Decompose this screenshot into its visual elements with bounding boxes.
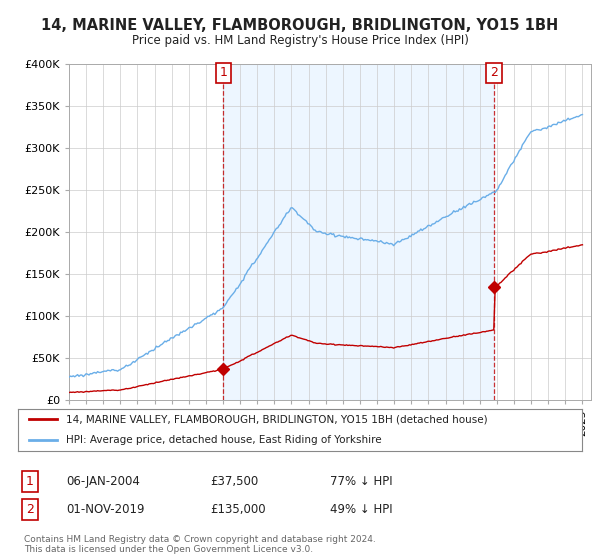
Text: Contains HM Land Registry data © Crown copyright and database right 2024.
This d: Contains HM Land Registry data © Crown c…: [24, 535, 376, 554]
Text: 2: 2: [26, 503, 34, 516]
Text: 1: 1: [26, 475, 34, 488]
Text: £37,500: £37,500: [210, 475, 258, 488]
Text: 01-NOV-2019: 01-NOV-2019: [66, 503, 145, 516]
Text: 14, MARINE VALLEY, FLAMBOROUGH, BRIDLINGTON, YO15 1BH (detached house): 14, MARINE VALLEY, FLAMBOROUGH, BRIDLING…: [66, 414, 488, 424]
Text: 06-JAN-2004: 06-JAN-2004: [66, 475, 140, 488]
Text: £135,000: £135,000: [210, 503, 266, 516]
Text: HPI: Average price, detached house, East Riding of Yorkshire: HPI: Average price, detached house, East…: [66, 435, 382, 445]
Text: 14, MARINE VALLEY, FLAMBOROUGH, BRIDLINGTON, YO15 1BH: 14, MARINE VALLEY, FLAMBOROUGH, BRIDLING…: [41, 18, 559, 32]
Text: Price paid vs. HM Land Registry's House Price Index (HPI): Price paid vs. HM Land Registry's House …: [131, 34, 469, 47]
Text: 77% ↓ HPI: 77% ↓ HPI: [330, 475, 392, 488]
Text: 1: 1: [220, 66, 227, 80]
Text: 2: 2: [490, 66, 498, 80]
Text: 49% ↓ HPI: 49% ↓ HPI: [330, 503, 392, 516]
